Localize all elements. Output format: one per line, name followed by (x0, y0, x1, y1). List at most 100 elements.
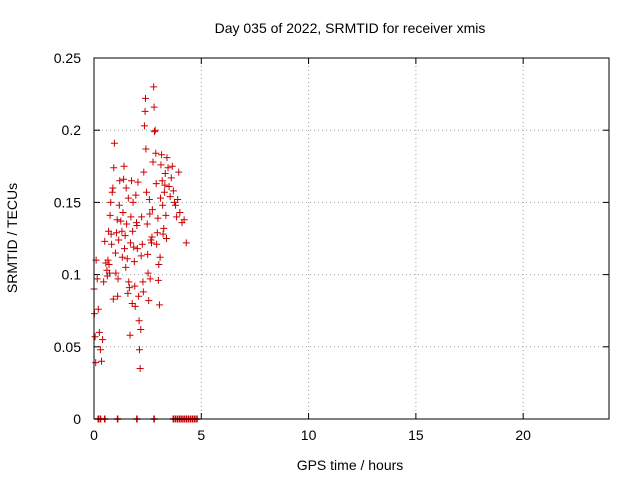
data-point (122, 263, 130, 271)
data-point (160, 224, 168, 232)
data-point (139, 288, 147, 296)
data-point (152, 149, 160, 157)
data-point (142, 145, 150, 153)
data-point (153, 240, 161, 248)
data-point (155, 260, 163, 268)
y-tick-label: 0 (73, 411, 81, 427)
data-point (96, 346, 104, 354)
data-point (159, 230, 167, 238)
data-point (110, 164, 118, 172)
data-point (130, 243, 138, 251)
data-point (135, 292, 143, 300)
y-tick-label: 0.25 (54, 50, 81, 66)
data-point (122, 184, 130, 192)
data-point (125, 278, 133, 286)
data-point (151, 126, 159, 134)
data-point (145, 196, 153, 204)
data-point (143, 188, 151, 196)
data-point (151, 128, 159, 136)
data-point (116, 177, 124, 185)
y-axis-label: SRMTID / TECUs (4, 183, 20, 293)
data-point (140, 168, 148, 176)
data-point (159, 201, 167, 209)
y-tick-label: 0.05 (54, 339, 81, 355)
data-point (107, 230, 115, 238)
data-points (90, 83, 190, 372)
data-point (105, 260, 113, 268)
data-point (138, 240, 146, 248)
data-point (108, 188, 116, 196)
data-point (126, 331, 134, 339)
x-tick-label: 15 (408, 427, 424, 443)
data-point (154, 214, 162, 222)
y-axis-ticks: 0 0.05 0.1 0.15 0.2 0.25 (54, 50, 609, 427)
data-point (165, 183, 173, 191)
data-point (120, 245, 128, 253)
data-point (115, 236, 123, 244)
data-point (175, 168, 183, 176)
data-point (135, 317, 143, 325)
data-point (92, 359, 100, 367)
data-point (105, 269, 113, 277)
x-axis-ticks: 0 5 10 15 20 (90, 58, 531, 443)
data-point (118, 227, 126, 235)
data-point (148, 233, 156, 241)
data-point (144, 269, 152, 277)
x-axis-label: GPS time / hours (297, 457, 404, 473)
data-point (136, 364, 144, 372)
data-point (123, 220, 131, 228)
data-point (124, 194, 132, 202)
data-point (164, 164, 172, 172)
data-point (137, 325, 145, 333)
data-point (174, 196, 182, 204)
x-tick-label: 0 (90, 427, 98, 443)
data-point (115, 201, 123, 209)
data-point (117, 217, 125, 225)
data-point (180, 216, 188, 224)
data-point (126, 239, 134, 247)
data-point (98, 357, 106, 365)
data-point (150, 103, 158, 111)
data-point (154, 276, 162, 284)
data-point (135, 346, 143, 354)
data-point (100, 278, 108, 286)
data-point (94, 305, 102, 313)
y-tick-label: 0.2 (62, 122, 82, 138)
data-point (149, 158, 157, 166)
data-point (125, 284, 133, 292)
data-point (99, 336, 107, 344)
data-point (104, 256, 112, 264)
data-point (127, 213, 135, 221)
data-point (144, 250, 152, 258)
data-point (134, 178, 142, 186)
data-point (182, 239, 190, 247)
data-point (109, 295, 117, 303)
data-point (153, 229, 161, 237)
x-tick-label: 5 (197, 427, 205, 443)
data-point (142, 94, 149, 102)
y-tick-label: 0.1 (62, 267, 82, 283)
data-point (128, 177, 136, 185)
data-point (157, 161, 165, 169)
chart-title: Day 035 of 2022, SRMTID for receiver xmi… (215, 20, 486, 36)
data-point (130, 258, 138, 266)
data-point (146, 210, 154, 218)
data-point (111, 249, 119, 257)
data-point (106, 211, 114, 219)
data-point (124, 289, 132, 297)
data-point (128, 299, 136, 307)
data-point (172, 201, 180, 209)
data-point (166, 193, 174, 201)
data-point (170, 198, 178, 206)
data-point (162, 211, 170, 219)
data-point (150, 83, 158, 91)
data-point (138, 213, 146, 221)
data-point (158, 177, 166, 185)
data-point (163, 154, 171, 162)
plot-frame (93, 57, 610, 420)
data-point (121, 232, 129, 240)
data-point (131, 282, 139, 290)
data-point (101, 237, 109, 245)
data-point (113, 216, 121, 224)
data-point (148, 206, 156, 214)
